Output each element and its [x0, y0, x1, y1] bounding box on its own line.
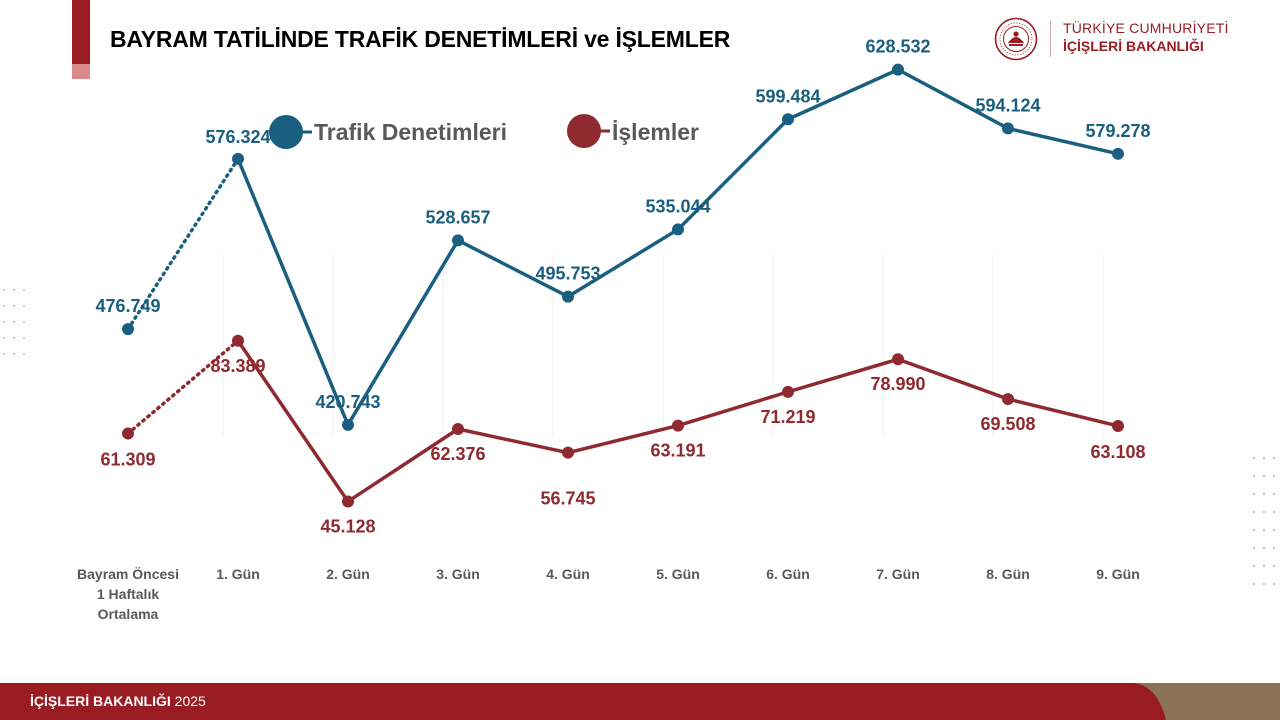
x-tick-label: 7. Gün: [876, 566, 920, 582]
data-label-denetim: 579.278: [1085, 121, 1150, 141]
data-point-denetim: [892, 63, 904, 76]
data-point-islem: [672, 419, 684, 432]
data-label-denetim: 535.044: [645, 196, 710, 216]
x-tick-label: 1. Gün: [216, 566, 260, 582]
line-chart: Trafik Denetimleri İşlemler 476.749 576.3…: [77, 37, 1151, 622]
data-label-islem: 83.389: [210, 356, 265, 376]
header-accent-bar-light: [72, 64, 90, 79]
ministry-logo: TÜRKİYE CUMHURİYETİ İÇİŞLERİ BAKANLIĞI: [994, 17, 1228, 63]
data-point-islem: [1112, 419, 1124, 432]
legend-marker-denetim: [269, 115, 303, 149]
data-label-islem: 62.376: [430, 444, 485, 464]
data-label-denetim: 476.749: [95, 296, 160, 316]
data-point-islem: [232, 334, 244, 347]
data-label-islem: 69.508: [980, 414, 1035, 434]
data-label-islem: 78.990: [870, 374, 925, 394]
data-point-denetim: [232, 152, 244, 165]
data-point-denetim: [562, 290, 574, 303]
chart-legend: Trafik Denetimleri İşlemler: [269, 114, 699, 149]
data-label-islem: 56.745: [540, 489, 595, 509]
legend-label-denetim: Trafik Denetimleri: [314, 119, 507, 145]
data-point-islem: [342, 495, 354, 508]
series-line-denetim-dotted-segment: [126, 157, 240, 331]
data-point-denetim: [342, 418, 354, 431]
data-label-denetim: 576.324: [205, 127, 270, 147]
data-label-islem: 71.219: [760, 407, 815, 427]
data-point-denetim: [122, 323, 134, 336]
ministry-seal-icon: [994, 17, 1038, 61]
header-accent-bar: [72, 0, 90, 64]
data-point-islem: [562, 446, 574, 459]
x-tick-label: 3. Gün: [436, 566, 480, 582]
legend-label-islem: İşlemler: [612, 119, 699, 145]
data-point-islem: [892, 353, 904, 366]
data-label-islem: 45.128: [320, 516, 375, 536]
data-point-islem: [122, 427, 134, 440]
series-line-islem-dotted-segment: [126, 339, 240, 436]
x-tick-label: 4. Gün: [546, 566, 590, 582]
legend-marker-islem: [567, 114, 601, 148]
data-point-islem: [1002, 393, 1014, 406]
data-label-denetim: 628.532: [865, 37, 930, 57]
x-tick-label: 8. Gün: [986, 566, 1030, 582]
data-label-islem: 63.191: [650, 441, 705, 461]
decorative-dot-grid-right: [1252, 456, 1276, 586]
data-point-islem: [782, 385, 794, 398]
x-tick-label: 6. Gün: [766, 566, 810, 582]
x-tick-label: 5. Gün: [656, 566, 700, 582]
footer-bar: İÇİŞLERİ BAKANLIĞI 2025: [0, 683, 1280, 720]
footer-year: 2025: [174, 693, 206, 709]
footer-text: İÇİŞLERİ BAKANLIĞI 2025: [30, 693, 206, 709]
data-point-denetim: [782, 113, 794, 126]
x-tick-label: 2. Gün: [326, 566, 370, 582]
footer-ministry-name: İÇİŞLERİ BAKANLIĞI: [30, 693, 171, 709]
footer-background: [0, 683, 1280, 720]
data-point-denetim: [1112, 147, 1124, 160]
x-tick-label: Bayram Öncesi 1 Haftalık Ortalama: [77, 566, 179, 622]
data-label-islem: 63.108: [1090, 442, 1145, 462]
data-label-denetim: 594.124: [975, 95, 1040, 115]
data-point-denetim: [672, 223, 684, 236]
page-title: BAYRAM TATİLİNDE TRAFİK DENETİMLERİ ve İ…: [110, 26, 731, 52]
data-point-islem: [452, 423, 464, 436]
data-point-denetim: [1002, 122, 1014, 135]
logo-divider: [1050, 21, 1051, 57]
logo-ministry-name: İÇİŞLERİ BAKANLIĞI: [1063, 38, 1204, 54]
data-label-denetim: 599.484: [755, 86, 820, 106]
x-tick-label: 9. Gün: [1096, 566, 1140, 582]
data-point-denetim: [452, 234, 464, 247]
data-label-denetim: 420.743: [315, 392, 380, 412]
logo-country-name: TÜRKİYE CUMHURİYETİ: [1063, 20, 1229, 36]
data-label-denetim: 495.753: [535, 264, 600, 284]
decorative-dot-grid-left: [3, 289, 25, 355]
data-label-denetim: 528.657: [425, 207, 490, 227]
data-label-islem: 61.309: [100, 450, 155, 470]
